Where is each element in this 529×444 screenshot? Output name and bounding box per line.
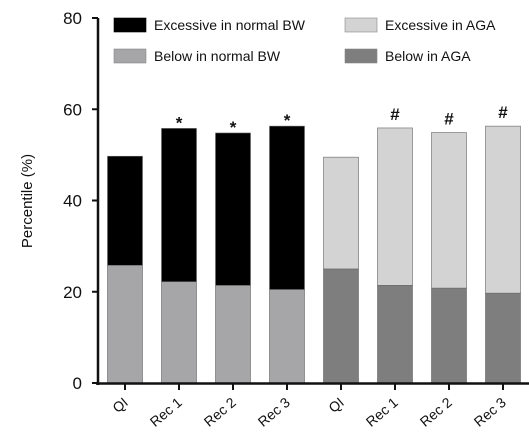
hash-marker: # <box>444 110 454 129</box>
hash-marker: # <box>498 103 508 122</box>
x-tick-label: Rec 3 <box>255 394 293 430</box>
bar-excessive-in-aga <box>377 127 413 286</box>
x-tick-label: Rec 1 <box>147 394 185 430</box>
x-tick-label: Rec 2 <box>201 394 239 430</box>
y-tick-label: 20 <box>63 283 82 302</box>
bars <box>107 125 521 384</box>
bar-below-in-aga <box>431 287 467 384</box>
legend-label: Excessive in AGA <box>385 17 496 33</box>
bar-below-in-aga <box>377 285 413 384</box>
asterisk-marker: * <box>176 113 183 132</box>
bar-excessive-in-aga <box>431 132 467 289</box>
legend-swatch <box>344 48 378 64</box>
x-tick-labels: QI Rec 1 Rec 2 Rec 3 QI Rec 1 Rec 2 Rec 3 <box>109 384 509 430</box>
bar-excessive-in-normal-bw <box>215 132 251 286</box>
bar-below-in-normal-bw <box>107 264 143 384</box>
y-tick-label: 0 <box>73 374 82 393</box>
bar-below-in-normal-bw <box>269 289 305 384</box>
legend-label: Excessive in normal BW <box>154 17 306 33</box>
y-tick-label: 80 <box>63 9 82 28</box>
x-tick-label: Rec 2 <box>417 394 455 430</box>
x-tick-label: Rec 3 <box>471 394 509 430</box>
legend-label: Below in normal BW <box>154 48 281 64</box>
significance-markers: * * * # # # <box>176 103 509 137</box>
y-ticks: 0 20 40 60 80 <box>63 9 98 393</box>
legend-swatch <box>344 17 378 33</box>
asterisk-marker: * <box>230 118 237 137</box>
legend-label: Below in AGA <box>385 48 471 64</box>
legend: Excessive in normal BW Excessive in AGA Be… <box>113 17 496 64</box>
legend-swatch <box>113 48 147 64</box>
hash-marker: # <box>390 105 400 124</box>
y-axis-label: Percentile (%) <box>19 154 36 248</box>
x-tick-label: QI <box>325 394 347 416</box>
bar-below-in-normal-bw <box>161 281 197 384</box>
y-tick-label: 60 <box>63 100 82 119</box>
legend-swatch <box>113 17 147 33</box>
asterisk-marker: * <box>284 111 291 130</box>
bar-excessive-in-normal-bw <box>107 155 143 266</box>
bar-below-in-aga <box>485 292 521 384</box>
bar-below-in-aga <box>323 268 359 384</box>
bar-below-in-normal-bw <box>215 285 251 384</box>
bar-excessive-in-normal-bw <box>269 125 305 290</box>
bar-excessive-in-aga <box>485 125 521 294</box>
bar-excessive-in-aga <box>323 156 359 270</box>
x-tick-label: Rec 1 <box>363 394 401 430</box>
x-tick-label: QI <box>109 394 131 416</box>
y-tick-label: 40 <box>63 192 82 211</box>
bar-excessive-in-normal-bw <box>161 128 197 283</box>
